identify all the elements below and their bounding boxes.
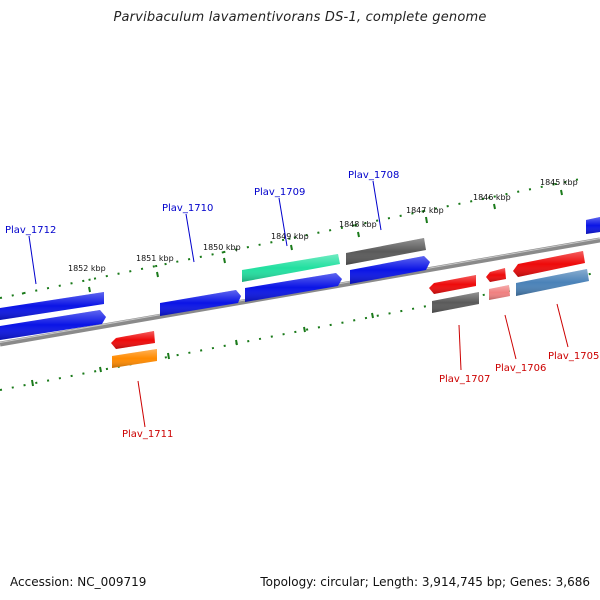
leader-line [458,324,462,371]
leader-line [185,213,195,263]
gene-plav-1712-outer[interactable] [0,292,104,320]
kbp-label: 1850 kbp [203,243,241,252]
gene-plav-1711[interactable] [112,349,157,368]
length-text: Length: 3,914,745 bp; [372,575,507,589]
major-tick [99,366,102,373]
gene-plav-1705[interactable] [516,269,589,296]
kbp-label: 1845 kbp [540,178,578,187]
kbp-label: 1849 kbp [271,232,309,241]
genes-count-text: Genes: 3,686 [509,575,590,589]
map-title: Parvibaculum lavamentivorans DS-1, compl… [113,10,487,25]
major-tick [425,216,428,224]
major-tick [235,339,238,346]
leader-line [372,180,382,231]
gene-plav-1706-red[interactable] [486,268,506,282]
leader-line [137,380,146,428]
major-tick [31,379,34,387]
gene-plav-1707[interactable] [432,292,479,313]
label-plav-1708[interactable]: Plav_1708 [348,170,399,181]
kbp-labels: 1852 kbp 1851 kbp 1850 kbp 1849 kbp 1848… [68,178,578,273]
gene-plav-1708-outer[interactable] [346,238,426,265]
forward-gene-labels: Plav_1712 Plav_1710 Plav_1709 Plav_1708 [5,170,399,285]
reverse-gene-labels: Plav_1711 Plav_1707 Plav_1706 Plav_1705 [122,303,599,440]
gene-plav-1709[interactable] [242,254,340,282]
leader-line [278,197,288,247]
gene-edge-right[interactable] [586,217,600,234]
gene-plav-1708-inner[interactable] [350,256,430,284]
gene-plav-1709-inner[interactable] [245,273,342,302]
gene-plav-1712-inner[interactable] [0,310,106,340]
kbp-label: 1848 kbp [339,220,377,229]
label-plav-1707[interactable]: Plav_1707 [439,374,490,385]
leader-line [556,303,569,348]
label-plav-1712[interactable]: Plav_1712 [5,225,56,236]
label-plav-1706[interactable]: Plav_1706 [495,363,546,374]
genome-stats: Topology: circular; Length: 3,914,745 bp… [260,575,590,589]
leader-line [28,235,37,285]
gene-plav-1710[interactable] [160,290,241,316]
major-tick [88,286,91,293]
kbp-label: 1847 kbp [406,206,444,215]
label-plav-1710[interactable]: Plav_1710 [162,203,213,214]
upper-major-ticks [88,189,563,293]
reverse-genes [111,251,589,368]
major-tick [303,326,306,333]
gene-plav-1706[interactable] [489,285,510,300]
major-tick [167,352,170,360]
major-tick [223,257,226,264]
label-plav-1711[interactable]: Plav_1711 [122,429,173,440]
gene-plav-1711-red[interactable] [111,331,155,349]
kbp-label: 1851 kbp [136,254,174,263]
gene-plav-1705-red[interactable] [513,251,585,277]
topology-text: Topology: circular; [260,575,369,589]
forward-outer-genes [0,217,600,320]
major-tick [371,312,374,319]
kbp-label: 1852 kbp [68,264,106,273]
accession-text: Accession: NC_009719 [10,575,147,589]
leader-line [504,314,517,360]
major-tick [357,231,360,238]
major-tick [493,203,496,210]
major-tick [290,244,293,251]
label-plav-1705[interactable]: Plav_1705 [548,351,599,362]
label-plav-1709[interactable]: Plav_1709 [254,187,305,198]
major-tick [560,189,563,196]
major-tick [156,271,159,278]
kbp-label: 1846 kbp [473,193,511,202]
gene-plav-1707-red[interactable] [429,275,476,294]
forward-inner-genes [0,256,430,340]
